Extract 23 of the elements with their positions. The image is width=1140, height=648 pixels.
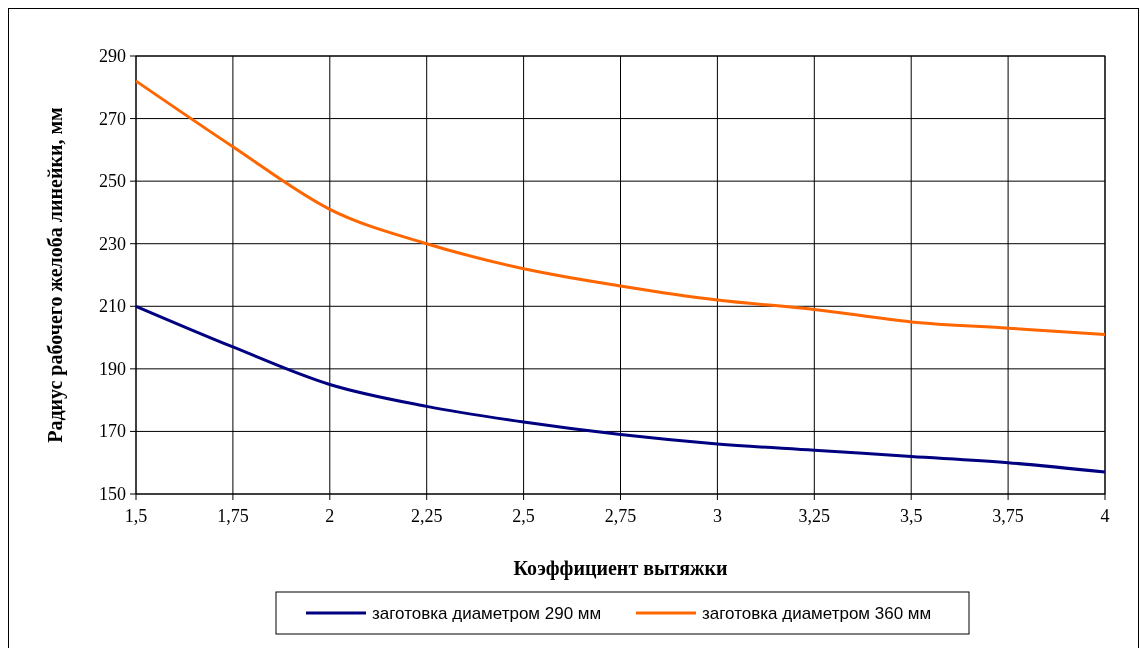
- y-tick-label: 210: [99, 296, 126, 317]
- y-tick-label: 270: [99, 108, 126, 129]
- y-tick-label: 170: [99, 421, 126, 442]
- y-tick-label: 250: [99, 171, 126, 192]
- x-tick-label: 3,5: [899, 506, 923, 526]
- x-tick-label: 2: [325, 506, 335, 526]
- x-tick-label: 2,75: [604, 506, 637, 526]
- y-tick-label: 190: [99, 358, 126, 379]
- x-tick-label: 3,75: [992, 506, 1024, 526]
- x-tick-label: 4: [1100, 506, 1110, 526]
- x-tick-label: 3,25: [798, 506, 831, 526]
- y-tick-label: 290: [99, 46, 126, 66]
- legend-label: заготовка диаметром 360 мм: [702, 604, 932, 623]
- x-axis-title: Коэффициент вытяжки: [513, 557, 728, 580]
- y-axis-title: Радиус рабочего желоба линейки, мм: [44, 107, 67, 443]
- y-tick-label: 230: [99, 233, 126, 254]
- legend-label: заготовка диаметром 290 мм: [372, 604, 602, 623]
- x-tick-label: 1,5: [124, 506, 148, 526]
- x-tick-label: 1,75: [217, 506, 249, 526]
- x-tick-label: 2,25: [410, 506, 443, 526]
- y-tick-label: 150: [99, 484, 126, 504]
- x-tick-label: 2,5: [512, 506, 535, 526]
- x-tick-label: 3: [712, 506, 722, 526]
